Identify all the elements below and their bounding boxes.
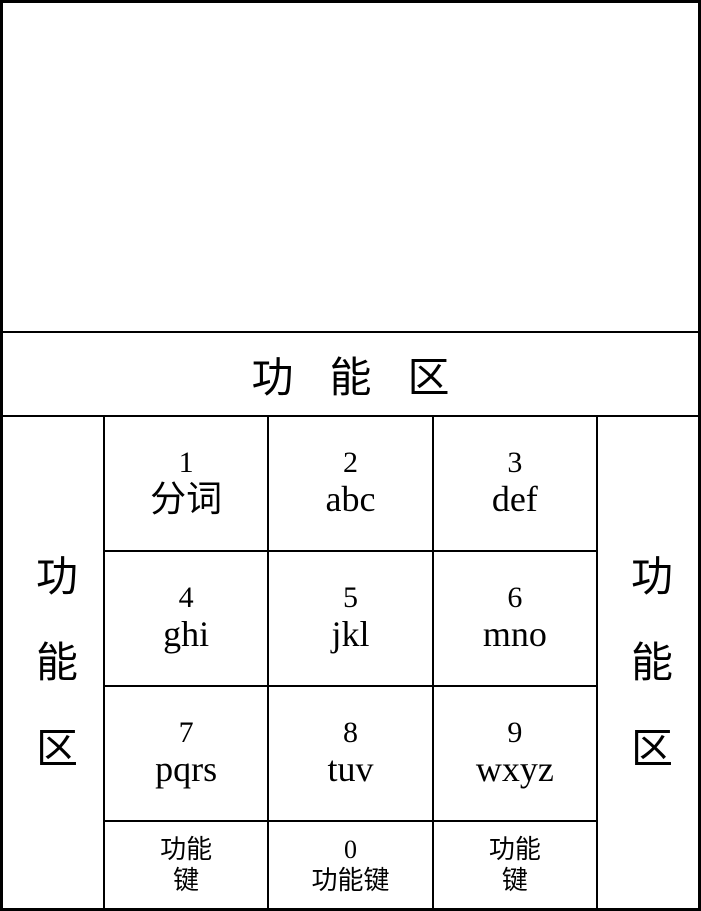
- keypad-row-1: 1 分词 2 abc 3 def: [105, 417, 596, 552]
- key-3-number: 3: [507, 446, 522, 479]
- key-5-number: 5: [343, 581, 358, 614]
- key-0[interactable]: 0 功能键: [269, 822, 433, 908]
- device-outline: 功能区 功能区 1 分词 2 abc 3 def: [0, 0, 701, 911]
- key-7[interactable]: 7 pqrs: [105, 687, 269, 820]
- key-7-number: 7: [179, 716, 194, 749]
- left-function-column-label: 功能区: [23, 554, 84, 812]
- key-1[interactable]: 1 分词: [105, 417, 269, 550]
- key-6-sublabel: mno: [483, 614, 547, 655]
- keypad-row-4: 功能 键 0 功能键 功能 键: [105, 822, 596, 908]
- key-4[interactable]: 4 ghi: [105, 552, 269, 685]
- left-function-column[interactable]: 功能区: [3, 417, 103, 908]
- key-9-sublabel: wxyz: [476, 749, 554, 790]
- key-3[interactable]: 3 def: [434, 417, 596, 550]
- key-8-sublabel: tuv: [327, 749, 373, 790]
- right-function-column[interactable]: 功能区: [598, 417, 698, 908]
- keypad: 1 分词 2 abc 3 def 4 ghi 5: [103, 417, 598, 908]
- key-1-sublabel: 分词: [150, 479, 222, 520]
- key-3-sublabel: def: [492, 479, 538, 520]
- top-function-bar[interactable]: 功能区: [3, 333, 698, 417]
- key-function-left-label-1: 功能: [160, 834, 212, 865]
- key-8-number: 8: [343, 716, 358, 749]
- key-8[interactable]: 8 tuv: [269, 687, 433, 820]
- keypad-row-3: 7 pqrs 8 tuv 9 wxyz: [105, 687, 596, 822]
- key-9[interactable]: 9 wxyz: [434, 687, 596, 820]
- top-function-bar-label: 功能区: [251, 344, 485, 405]
- key-function-right-label-2: 键: [502, 865, 528, 896]
- key-1-number: 1: [179, 446, 194, 479]
- key-function-left[interactable]: 功能 键: [105, 822, 269, 908]
- right-function-column-label: 功能区: [618, 554, 679, 812]
- key-9-number: 9: [507, 716, 522, 749]
- key-6[interactable]: 6 mno: [434, 552, 596, 685]
- key-function-right[interactable]: 功能 键: [434, 822, 596, 908]
- lower-section: 功能区 1 分词 2 abc 3 def 4: [3, 417, 698, 908]
- key-7-sublabel: pqrs: [155, 749, 217, 790]
- key-function-left-label-2: 键: [173, 865, 199, 896]
- key-0-sublabel: 功能键: [311, 865, 389, 896]
- key-5[interactable]: 5 jkl: [269, 552, 433, 685]
- key-2-number: 2: [343, 446, 358, 479]
- key-4-number: 4: [179, 581, 194, 614]
- key-0-number: 0: [344, 834, 357, 865]
- display-area: [3, 3, 698, 333]
- key-5-sublabel: jkl: [331, 614, 369, 655]
- keypad-row-2: 4 ghi 5 jkl 6 mno: [105, 552, 596, 687]
- key-function-right-label-1: 功能: [489, 834, 541, 865]
- key-2[interactable]: 2 abc: [269, 417, 433, 550]
- key-4-sublabel: ghi: [163, 614, 209, 655]
- key-2-sublabel: abc: [326, 479, 376, 520]
- key-6-number: 6: [507, 581, 522, 614]
